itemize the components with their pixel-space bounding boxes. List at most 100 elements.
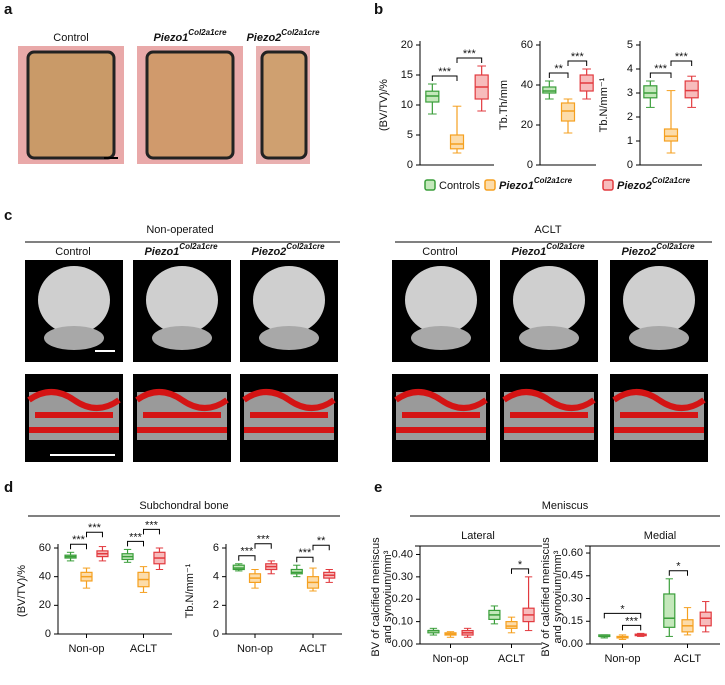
y-tick-label: 20	[39, 599, 51, 611]
y-tick-label: 0	[213, 628, 219, 640]
significance-label: ***	[72, 534, 86, 546]
y-axis-label: BV of calcified meniscus	[370, 537, 382, 657]
bone-render	[513, 266, 585, 334]
bone-render	[44, 326, 104, 350]
label-sup: Col2a1cre	[652, 176, 691, 185]
label: Control	[53, 32, 88, 44]
section-title: ACLT	[534, 224, 562, 236]
bone-render	[411, 326, 471, 350]
panel-label: e	[374, 479, 382, 496]
panel-label: d	[4, 479, 13, 496]
y-axis-label: (BV/TV)/%	[378, 79, 390, 131]
significance-bracket	[548, 72, 569, 78]
x-tick-label: ACLT	[674, 653, 702, 665]
section-subtitle: Lateral	[461, 530, 495, 542]
y-tick-label: 6	[213, 542, 219, 554]
label: Controls	[439, 180, 480, 192]
x-tick-label: Non-op	[68, 643, 104, 655]
y-tick-label: 60	[521, 39, 533, 51]
label-sup: Col2a1cre	[534, 176, 573, 185]
y-axis-label: and synovium/mm³	[382, 550, 394, 643]
label-text: Piezo1	[499, 180, 534, 192]
significance-bracket	[296, 556, 314, 563]
significance-label: ***	[625, 615, 639, 627]
legend-swatch	[424, 179, 436, 191]
label: Control	[422, 246, 457, 258]
panel-label: a	[4, 1, 13, 18]
label-text: Piezo1	[144, 246, 179, 258]
label-text: Piezo2	[246, 32, 281, 44]
label: Piezo1Col2a1cre	[511, 242, 585, 258]
significance-label: ***	[298, 547, 312, 559]
panel-a-images	[18, 46, 310, 164]
y-tick-label: 20	[521, 119, 533, 131]
significance-bracket	[86, 531, 103, 538]
y-axis-label: (BV/TV)/%	[16, 565, 28, 617]
label-sup: Col2a1cre	[179, 242, 218, 251]
label: Piezo2Col2a1cre	[251, 242, 325, 258]
significance-label: ***	[438, 66, 452, 78]
y-axis-label: BV of calcified meniscus	[540, 537, 552, 657]
y-tick-label: 4	[213, 571, 219, 583]
label-sup: Col2a1cre	[656, 242, 695, 251]
significance-label: ***	[88, 522, 102, 534]
x-tick-label: Non-op	[432, 653, 468, 665]
trabecular-render	[502, 389, 596, 433]
significance-bracket	[567, 60, 588, 66]
label-text: Piezo2	[621, 246, 656, 258]
label-text: Piezo1	[153, 32, 188, 44]
y-axis-label: Tb.Th/mm	[498, 80, 510, 130]
significance-label: **	[554, 63, 563, 75]
label: Piezo1Col2a1cre	[153, 28, 227, 44]
significance-bracket	[254, 543, 272, 549]
y-tick-label: 0	[627, 159, 633, 171]
label-text: Piezo1	[511, 246, 546, 258]
y-tick-label: 2	[213, 599, 219, 611]
significance-bracket	[70, 543, 87, 550]
y-tick-label: 15	[401, 69, 413, 81]
y-tick-label: 2	[627, 111, 633, 123]
bone-render	[146, 266, 218, 334]
panel-c-images	[25, 260, 708, 462]
y-tick-label: 40	[39, 571, 51, 583]
y-tick-label: 0	[45, 628, 51, 640]
bone-render	[405, 266, 477, 334]
x-tick-label: ACLT	[299, 643, 327, 655]
significance-bracket	[456, 57, 483, 63]
significance-label: ***	[145, 519, 159, 531]
bone-render	[629, 326, 689, 350]
section-title: Subchondral bone	[139, 500, 228, 512]
label-sup: Col2a1cre	[281, 28, 320, 37]
y-tick-label: 0	[527, 159, 533, 171]
y-tick-label: 0.30	[392, 571, 413, 583]
box	[699, 611, 712, 627]
bone-render	[259, 326, 319, 350]
bone-render	[519, 326, 579, 350]
section-title: Meniscus	[542, 500, 589, 512]
trabecular-render	[242, 389, 336, 433]
label-text: Piezo2	[251, 246, 286, 258]
y-tick-label: 20	[401, 39, 413, 51]
y-tick-label: 0.30	[562, 592, 583, 604]
y-axis-label: Tb.N/mm⁻¹	[598, 77, 610, 132]
panel-label: c	[4, 207, 12, 224]
y-tick-label: 0.10	[392, 616, 413, 628]
label: Piezo2Col2a1cre	[246, 28, 320, 44]
box	[560, 102, 576, 122]
bone-render	[38, 266, 110, 334]
y-tick-label: 1	[627, 135, 633, 147]
significance-bracket	[668, 570, 688, 576]
label-text: Control	[53, 32, 88, 44]
y-tick-label: 0.00	[562, 638, 583, 650]
significance-label: **	[317, 535, 326, 547]
significance-label: ***	[240, 546, 254, 558]
significance-bracket	[603, 612, 642, 619]
x-tick-label: ACLT	[498, 653, 526, 665]
y-tick-label: 0	[407, 159, 413, 171]
y-tick-label: 0.00	[392, 638, 413, 650]
label-text: Control	[422, 246, 457, 258]
box	[542, 86, 557, 94]
trabecular-render	[612, 389, 706, 433]
y-tick-label: 40	[521, 79, 533, 91]
